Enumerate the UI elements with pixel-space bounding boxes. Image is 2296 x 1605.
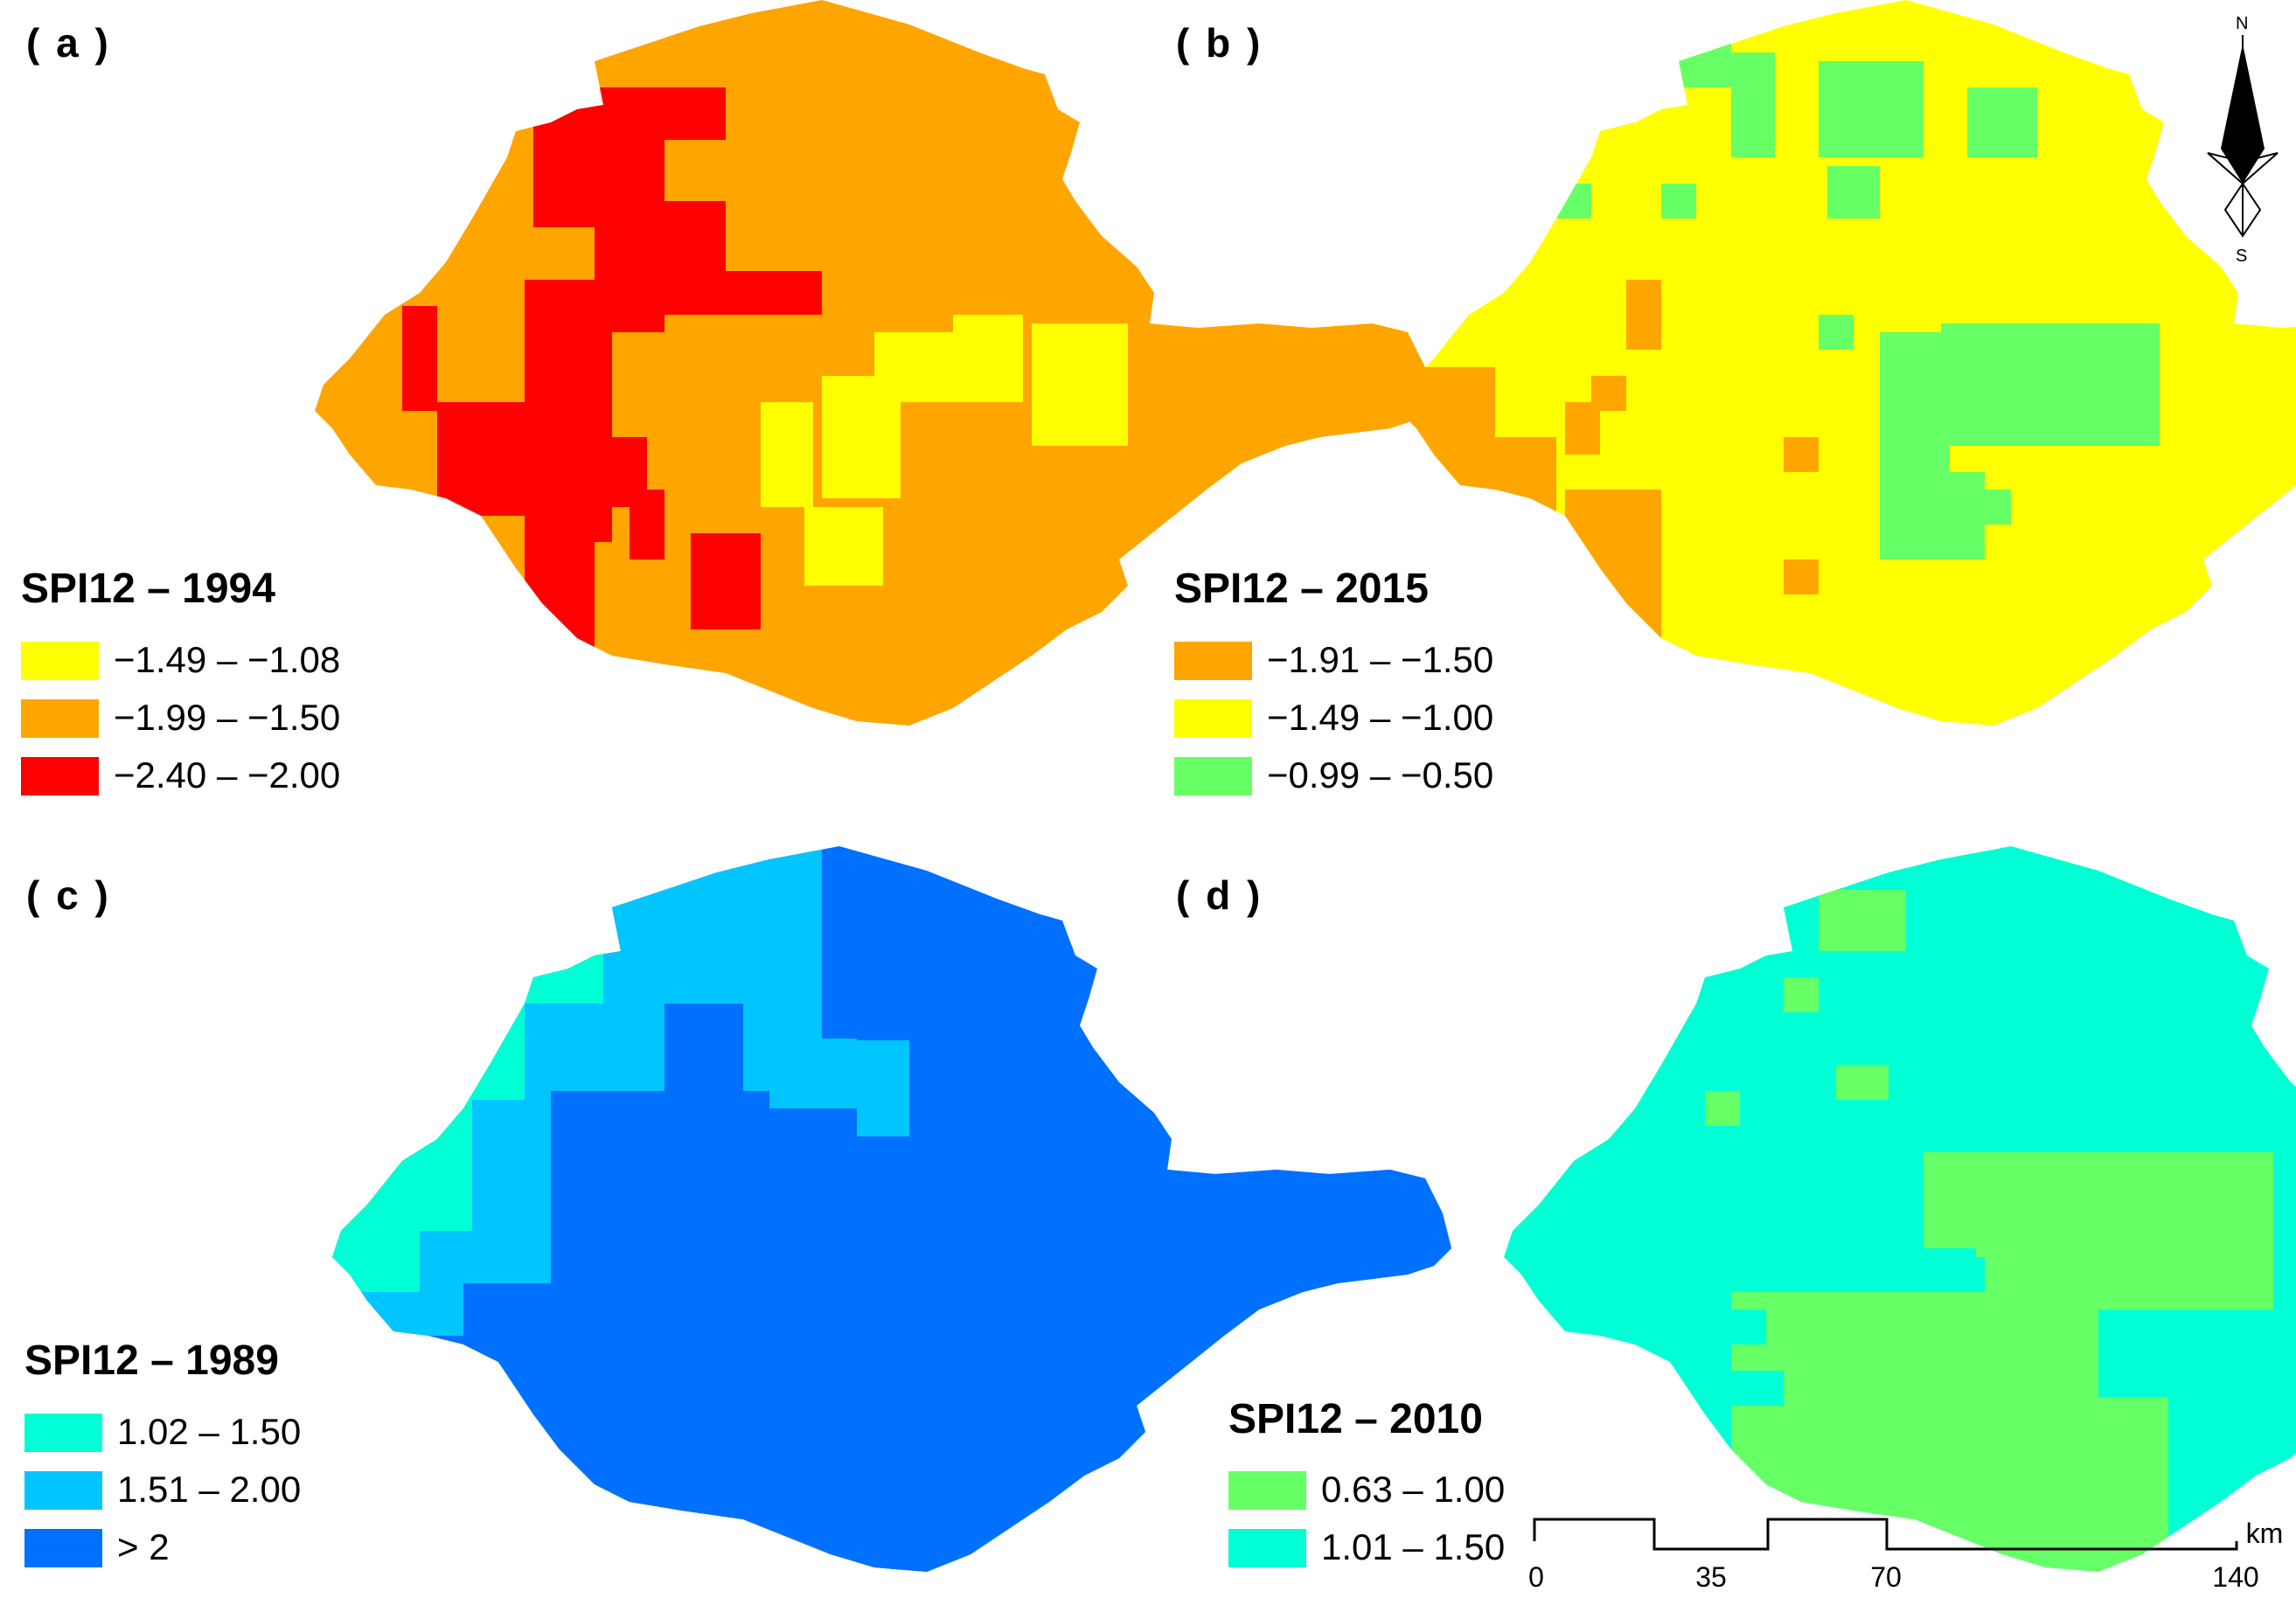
legend-swatch — [21, 699, 99, 738]
legend-swatch — [1228, 1529, 1306, 1567]
legend-label: −1.91 – −1.50 — [1267, 639, 1494, 680]
legend-label: 0.63 – 1.00 — [1321, 1469, 1506, 1510]
map-panel-a — [315, 0, 1434, 726]
panel-label-b: ( b ) — [1176, 20, 1263, 66]
south-label: S — [2236, 247, 2248, 266]
legend-label: −2.40 – −2.00 — [114, 754, 341, 796]
legend-label: 1.02 – 1.50 — [117, 1411, 302, 1452]
legend-title-b: SPI12 – 2015 — [1174, 566, 1429, 612]
legend-swatch — [1174, 757, 1252, 796]
legend-swatch — [24, 1471, 102, 1510]
legend-label: −1.49 – −1.08 — [114, 639, 341, 680]
scale-label-140: 140 — [2212, 1561, 2259, 1593]
legend-label: 1.51 – 2.00 — [117, 1469, 302, 1510]
legend-title-d: SPI12 – 2010 — [1228, 1396, 1483, 1442]
legend-label: −0.99 – −0.50 — [1267, 754, 1494, 796]
legend-swatch — [1174, 699, 1252, 738]
legend-label: −1.99 – −1.50 — [114, 697, 341, 738]
legend-swatch — [1174, 642, 1252, 680]
map-panel-d — [1504, 846, 2296, 1572]
north-label: N — [2236, 14, 2249, 33]
scale-label-70: 70 — [1870, 1561, 1902, 1593]
scale-bar — [1533, 1518, 2238, 1551]
legend-title-a: SPI12 – 1994 — [21, 566, 275, 612]
scale-unit-label: km — [2245, 1518, 2284, 1549]
scale-label-0: 0 — [1528, 1561, 1544, 1593]
scale-label-35: 35 — [1695, 1561, 1727, 1593]
map-a-cells-yellow — [761, 315, 1128, 586]
legend-label: > 2 — [117, 1526, 170, 1567]
map-d-cells-teal — [1731, 1257, 1985, 1406]
legend-label: 1.01 – 1.50 — [1321, 1526, 1506, 1567]
legend-swatch — [24, 1414, 102, 1452]
legend-swatch — [1228, 1471, 1306, 1510]
legend-swatch — [21, 642, 99, 680]
legend-label: −1.49 – −1.00 — [1267, 697, 1494, 738]
panel-label-c: ( c ) — [26, 872, 111, 918]
legend-swatch — [24, 1529, 102, 1567]
legend-swatch — [21, 757, 99, 796]
panel-label-d: ( d ) — [1176, 872, 1263, 918]
legend-title-c: SPI12 – 1989 — [24, 1338, 279, 1384]
map-panel-b — [1399, 0, 2296, 726]
map-a-cells — [367, 87, 822, 691]
panel-label-a: ( a ) — [26, 20, 111, 66]
north-arrow — [2207, 35, 2279, 238]
